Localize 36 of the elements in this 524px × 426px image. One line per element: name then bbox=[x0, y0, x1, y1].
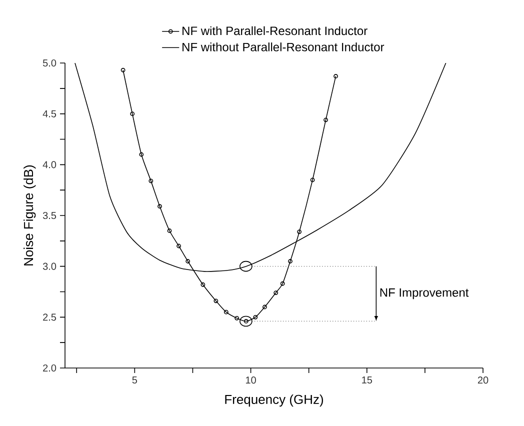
point bbox=[200, 282, 206, 287]
y-tick-label: 2.0 bbox=[43, 364, 56, 372]
point bbox=[224, 310, 228, 314]
x-tick-label: 10 bbox=[246, 376, 256, 384]
point bbox=[139, 152, 144, 157]
point bbox=[280, 281, 285, 286]
point bbox=[214, 298, 218, 304]
y-tick-label: 4.0 bbox=[42, 161, 56, 168]
y-tick-label: 3.5 bbox=[42, 212, 56, 220]
point bbox=[167, 228, 172, 233]
y-tick-label: 5.0 bbox=[42, 59, 56, 67]
annotation: NF Improvement bbox=[380, 288, 469, 300]
point bbox=[253, 314, 258, 320]
point bbox=[274, 290, 278, 295]
y-tick-label: 3.0 bbox=[42, 262, 56, 270]
point bbox=[130, 112, 135, 116]
x-axis-title: Frequency (GHz) bbox=[225, 394, 324, 407]
x-tick-label: 20 bbox=[478, 376, 488, 384]
x-tick-label: 5 bbox=[132, 376, 138, 384]
point bbox=[234, 316, 240, 320]
point bbox=[262, 304, 267, 310]
legend-label: NF without Parallel-Resonant Inductor bbox=[182, 42, 384, 52]
point bbox=[288, 259, 292, 264]
y-tick-label: 2.5 bbox=[43, 314, 56, 321]
y-tick-label: 4.5 bbox=[42, 110, 56, 118]
point bbox=[176, 244, 181, 248]
legend-label: NF with Parallel-Resonant Inductor bbox=[182, 26, 368, 36]
point bbox=[186, 259, 190, 264]
y-axis-title: Noise Figure (dB) bbox=[24, 165, 36, 266]
point bbox=[148, 178, 154, 184]
point bbox=[324, 118, 328, 122]
point bbox=[297, 230, 302, 234]
point bbox=[158, 204, 162, 209]
point bbox=[310, 178, 315, 182]
x-tick-label: 15 bbox=[362, 376, 372, 384]
point bbox=[240, 260, 252, 272]
